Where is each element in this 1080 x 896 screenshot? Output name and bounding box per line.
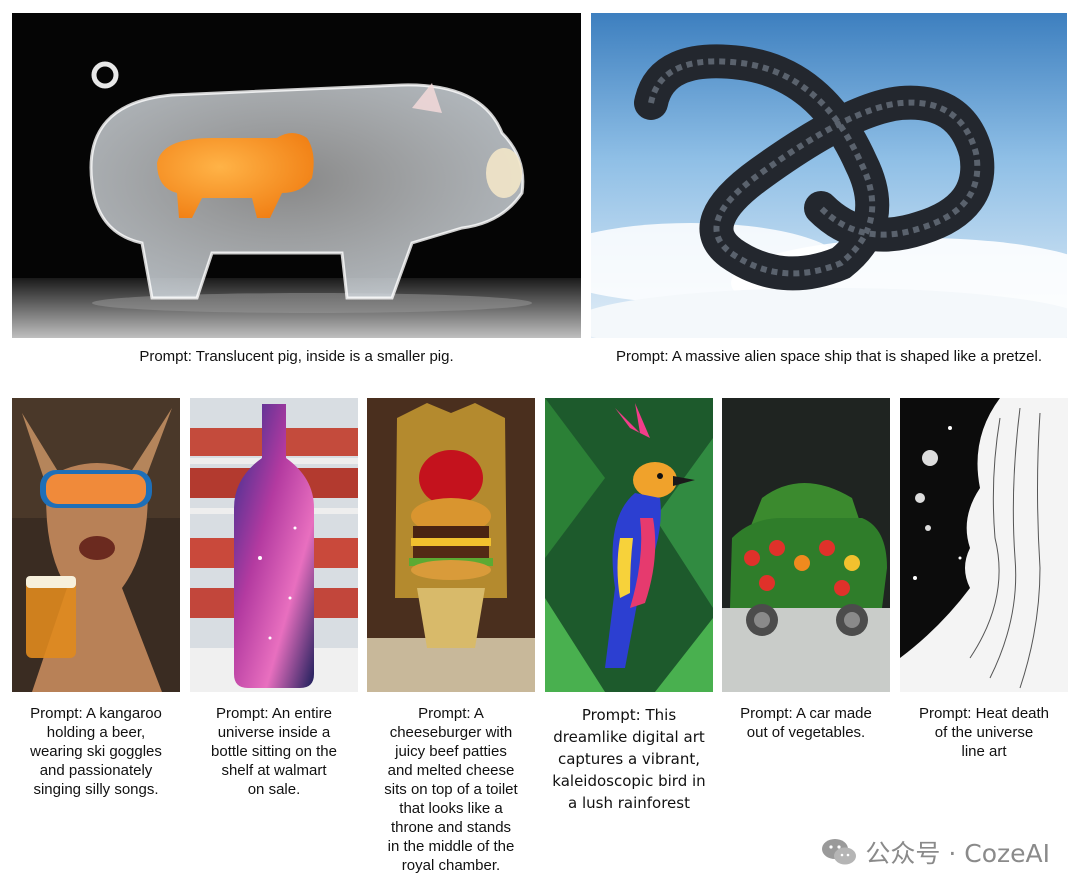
pretzel-ship-image — [591, 13, 1067, 338]
vegetable-car-image — [722, 398, 890, 692]
bottle-image — [190, 398, 358, 692]
wechat-icon — [821, 837, 857, 867]
burger-throne-image — [367, 398, 535, 692]
bottle-caption: Prompt: An entire universe inside a bottle… — [211, 705, 337, 798]
heat-death-image — [900, 398, 1068, 692]
pig-image — [12, 13, 581, 338]
watermark: 公众号 · CozeAI — [821, 834, 1050, 870]
car-caption: Prompt: A car made out of vegetables. — [740, 705, 872, 741]
heat-death-caption: Prompt: Heat death of the universe line ar… — [918, 705, 1050, 760]
kangaroo-image — [12, 398, 180, 692]
watermark-text: 公众号 · CozeAI — [865, 839, 1050, 868]
kangaroo-caption: Prompt: A kangaroo holding a beer, wearing… — [30, 705, 162, 798]
bird-caption: Prompt: This dreamlike digital art capture… — [552, 706, 706, 812]
bird-image — [545, 398, 713, 692]
pretzel-caption: Prompt: A massive alien space ship that … — [615, 348, 1043, 365]
pig-caption: Prompt: Translucent pig, inside is a sma… — [139, 348, 454, 365]
